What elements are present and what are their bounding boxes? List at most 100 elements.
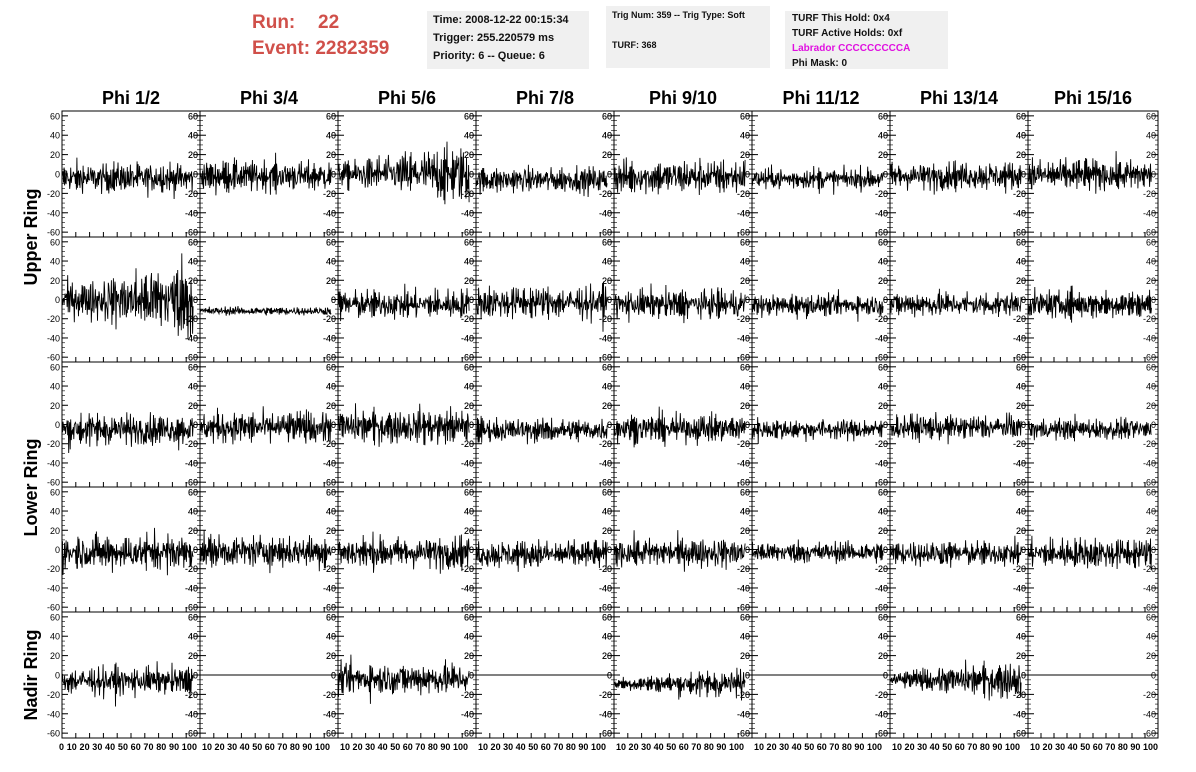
y-tick-label: 0: [1151, 420, 1156, 430]
y-tick-label: 40: [188, 131, 198, 141]
y-tick-label: -60: [185, 729, 198, 739]
waveform-trace: [613, 530, 746, 572]
y-tick-label: -40: [185, 458, 198, 468]
y-tick-label: 0: [883, 295, 888, 305]
y-tick-label: -20: [323, 690, 336, 700]
y-tick-label: -20: [599, 564, 612, 574]
y-tick-label: 0: [1151, 295, 1156, 305]
y-tick-label: -60: [737, 353, 750, 363]
y-tick-label: 60: [50, 362, 60, 372]
y-tick-label: 60: [50, 612, 60, 622]
y-tick-label: -60: [599, 478, 612, 488]
y-tick-label: 20: [326, 526, 336, 536]
y-tick-label: 0: [1151, 170, 1156, 180]
y-tick-label: -40: [875, 333, 888, 343]
waveform-trace: [337, 654, 470, 704]
y-tick-label: 0: [469, 545, 474, 555]
y-tick-label: -60: [599, 353, 612, 363]
y-tick-label: 60: [464, 111, 474, 121]
y-tick-label: 40: [602, 131, 612, 141]
y-tick-label: -60: [461, 603, 474, 613]
y-tick-label: 60: [602, 487, 612, 497]
y-tick-label: 0: [193, 170, 198, 180]
y-tick-label: 20: [602, 401, 612, 411]
y-tick-label: 0: [1021, 545, 1026, 555]
y-tick-label: 20: [50, 651, 60, 661]
y-tick-label: 20: [50, 150, 60, 160]
y-tick-label: 60: [1016, 487, 1026, 497]
y-tick-label: -20: [737, 690, 750, 700]
y-tick-label: 20: [1016, 150, 1026, 160]
y-tick-label: -40: [1013, 709, 1026, 719]
y-tick-label: -40: [875, 583, 888, 593]
y-tick-label: 40: [602, 507, 612, 517]
y-tick-label: -40: [599, 709, 612, 719]
y-tick-label: 60: [326, 487, 336, 497]
column-header: Phi 7/8: [516, 88, 574, 108]
y-tick-label: -20: [737, 564, 750, 574]
y-tick-label: 60: [188, 487, 198, 497]
y-tick-label: 40: [50, 382, 60, 392]
y-tick-label: 20: [1016, 526, 1026, 536]
y-tick-label: 0: [1021, 170, 1026, 180]
y-tick-label: -20: [1013, 439, 1026, 449]
y-tick-label: 40: [464, 507, 474, 517]
y-tick-label: 60: [878, 237, 888, 247]
y-tick-label: 20: [464, 150, 474, 160]
y-tick-label: -40: [1013, 333, 1026, 343]
y-tick-label: -20: [461, 439, 474, 449]
y-tick-label: -60: [323, 729, 336, 739]
y-tick-label: -60: [47, 478, 60, 488]
y-tick-label: 60: [188, 111, 198, 121]
y-tick-label: 0: [331, 671, 336, 681]
y-tick-label: 40: [1146, 632, 1156, 642]
y-tick-label: -40: [875, 709, 888, 719]
y-tick-label: 0: [55, 545, 60, 555]
waveform-trace: [1027, 535, 1152, 570]
y-tick-label: -40: [875, 208, 888, 218]
y-tick-label: -20: [461, 439, 474, 449]
y-tick-label: 60: [1016, 362, 1026, 372]
y-tick-label: -60: [323, 729, 336, 739]
y-tick-label: -20: [185, 690, 198, 700]
y-tick-label: -60: [875, 603, 888, 613]
y-tick-label: -40: [1143, 208, 1156, 218]
y-tick-label: -40: [323, 583, 336, 593]
y-tick-label: 20: [1016, 526, 1026, 536]
y-tick-label: 0: [883, 170, 888, 180]
y-tick-label: -20: [461, 189, 474, 199]
y-tick-label: -60: [323, 228, 336, 238]
y-tick-label: 0: [469, 671, 474, 681]
y-tick-label: -60: [461, 353, 474, 363]
y-tick-label: 0: [883, 420, 888, 430]
y-tick-label: -20: [185, 439, 198, 449]
y-tick-label: -60: [599, 603, 612, 613]
y-tick-label: 60: [602, 612, 612, 622]
y-tick-label: -20: [185, 564, 198, 574]
y-tick-label: -20: [185, 439, 198, 449]
time-text: Time: 2008-12-22 00:15:34: [433, 14, 569, 26]
y-tick-label: 0: [331, 420, 336, 430]
turf-active-text: TURF Active Holds: 0xf: [792, 28, 903, 39]
y-tick-label: 60: [1016, 237, 1026, 247]
y-tick-label: -20: [461, 314, 474, 324]
y-tick-label: -60: [599, 603, 612, 613]
y-tick-label: 60: [326, 612, 336, 622]
y-tick-label: -60: [461, 729, 474, 739]
y-tick-label: 60: [1016, 487, 1026, 497]
y-tick-label: 40: [188, 632, 198, 642]
y-tick-label: 20: [464, 401, 474, 411]
y-tick-label: 40: [464, 382, 474, 392]
y-tick-label: -40: [461, 709, 474, 719]
y-tick-label: -40: [599, 458, 612, 468]
y-tick-label: -60: [1013, 603, 1026, 613]
y-tick-label: 0: [469, 295, 474, 305]
y-tick-label: -40: [185, 709, 198, 719]
trigger-info-box: Trig Num: 359 -- Trig Type: Soft TURF: 3…: [606, 6, 770, 68]
y-tick-label: 60: [602, 237, 612, 247]
y-tick-label: -20: [875, 439, 888, 449]
y-tick-label: 0: [1021, 295, 1026, 305]
y-tick-label: 0: [745, 295, 750, 305]
y-tick-label: -20: [737, 314, 750, 324]
y-tick-label: 40: [602, 257, 612, 267]
